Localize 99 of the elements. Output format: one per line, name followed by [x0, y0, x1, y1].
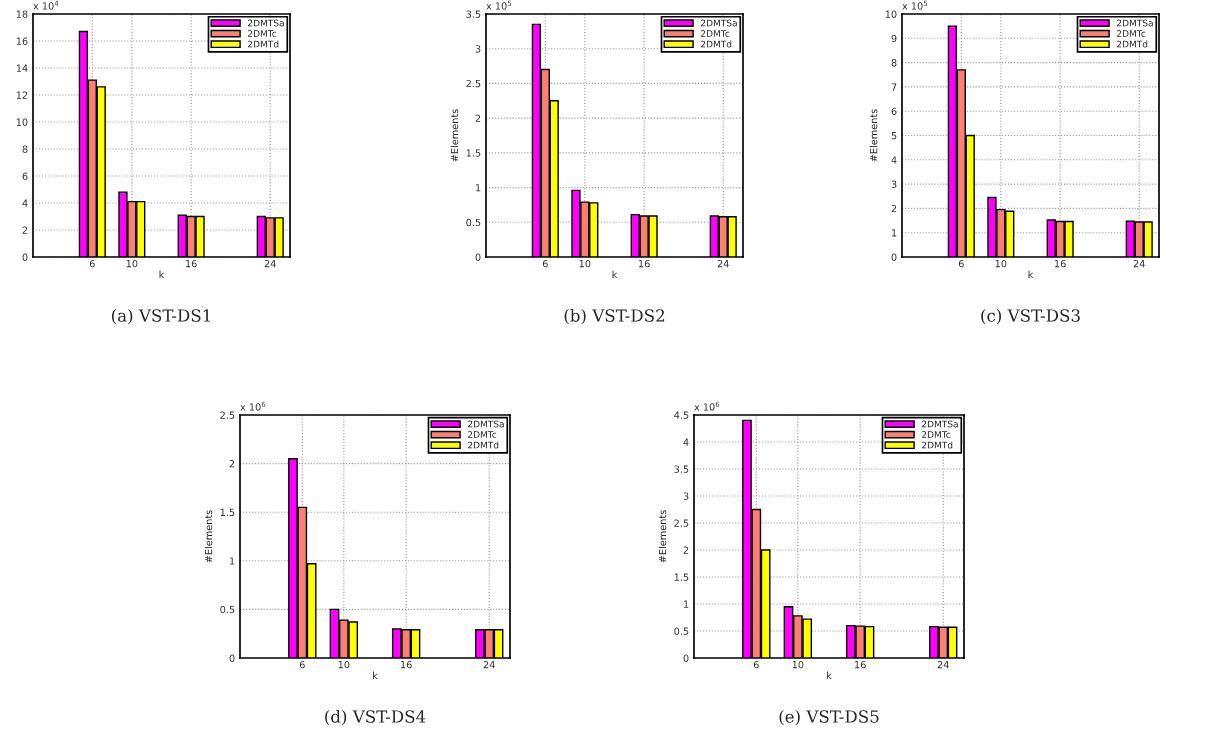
- y-tick-label: 8: [22, 145, 28, 153]
- y-tick-label: 10: [885, 10, 897, 18]
- y-tick-label: 3.5: [466, 10, 481, 18]
- x-tick-label: 16: [1055, 259, 1066, 268]
- x-tick-label: 24: [1133, 259, 1145, 268]
- y-tick-label: 0: [22, 253, 28, 261]
- y-tick-label: 3: [475, 45, 481, 53]
- y-tick-label: 3: [683, 492, 689, 500]
- y-tick-label: 2: [229, 460, 235, 468]
- x-tick-label: 10: [338, 660, 350, 669]
- y-axis-title: #Elements: [450, 109, 459, 162]
- x-tick-label: 10: [792, 660, 804, 669]
- x-tick-label: 24: [937, 660, 949, 669]
- y-tick-label: 3.5: [674, 465, 689, 473]
- y-tick-label: 4: [891, 156, 897, 164]
- legend-label: 2DMTd: [700, 40, 732, 48]
- x-axis-title: k: [1028, 270, 1034, 278]
- y-tick-label: 6: [891, 107, 897, 116]
- y-tick-label: 8: [891, 59, 897, 67]
- y-tick-label: 7: [891, 83, 897, 91]
- y-tick-label: 2: [683, 546, 689, 554]
- y-tick-label: 12: [16, 91, 28, 99]
- y-tick-label: 2: [475, 114, 481, 122]
- y-tick-label: 9: [891, 34, 897, 43]
- y-tick-label: 1: [892, 229, 897, 237]
- y-tick-label: 2.5: [674, 519, 689, 527]
- x-tick-label: 24: [264, 259, 276, 268]
- y-tick-label: 2: [22, 226, 28, 234]
- y-tick-label: 2.5: [220, 411, 235, 419]
- y-tick-label: 18: [16, 10, 28, 18]
- text: (c) VST-DS3: [981, 308, 1080, 325]
- text: x 10$^{5}$: [486, 0, 512, 10]
- y-tick-label: 1: [230, 557, 235, 565]
- x-tick-label: 6: [958, 259, 964, 268]
- y-tick-label: 0: [475, 253, 481, 261]
- y-tick-label: 1.5: [466, 149, 481, 157]
- y-tick-label: 2: [891, 204, 897, 213]
- y-tick-label: 1: [476, 184, 481, 192]
- legend-label: 2DMTSa: [1116, 19, 1153, 27]
- x-axis-title: k: [612, 270, 618, 278]
- x-axis-title: k: [827, 671, 832, 679]
- x-axis-title: k: [373, 671, 378, 679]
- legend-label: 2DMTSa: [247, 19, 284, 27]
- y-tick-label: 6: [22, 172, 28, 180]
- x-axis-title: k: [159, 270, 165, 278]
- x-tick-label: 16: [639, 259, 650, 268]
- text: x 10$^{6}$: [694, 401, 720, 411]
- legend-label: 2DMTc: [1116, 30, 1146, 37]
- y-tick-label: 1: [684, 600, 689, 608]
- legend-label: 2DMTc: [921, 431, 951, 438]
- y-tick-label: 4.5: [674, 411, 689, 419]
- x-tick-label: 6: [542, 259, 548, 268]
- legend-label: 2DMTd: [1116, 40, 1148, 48]
- legend-label: 2DMTc: [700, 30, 730, 37]
- y-axis-title: #Elements: [869, 109, 878, 162]
- x-tick-label: 10: [579, 259, 591, 268]
- legend-label: 2DMTc: [247, 30, 277, 37]
- text: (a) VST-DS1: [111, 308, 210, 325]
- y-axis-title: #Elements: [658, 510, 667, 563]
- x-tick-label: 16: [186, 259, 197, 268]
- y-tick-label: 4: [22, 199, 28, 207]
- legend-label: 2DMTd: [921, 441, 953, 449]
- legend-label: 2DMTSa: [467, 420, 504, 428]
- y-tick-label: 1.5: [674, 573, 689, 581]
- text: x 10$^{6}$: [240, 401, 266, 411]
- text: (e) VST-DS5: [779, 709, 879, 726]
- y-tick-label: 16: [16, 37, 28, 45]
- text: x 10$^{5}$: [902, 0, 928, 10]
- x-tick-label: 16: [855, 660, 866, 669]
- x-tick-label: 6: [299, 660, 305, 669]
- y-tick-label: 14: [16, 64, 28, 72]
- x-tick-label: 16: [401, 660, 412, 669]
- y-tick-label: 0: [891, 253, 897, 261]
- legend-label: 2DMTd: [247, 40, 279, 48]
- y-axis-title: #Elements: [204, 510, 213, 563]
- y-tick-label: 2.5: [466, 79, 481, 88]
- x-tick-label: 6: [753, 660, 759, 669]
- text: (d) VST-DS4: [325, 709, 426, 726]
- text: (b) VST-DS2: [564, 308, 665, 325]
- text: x 10$^{4}$: [33, 0, 59, 10]
- x-tick-label: 10: [126, 259, 138, 268]
- y-tick-label: 0.5: [674, 627, 689, 635]
- legend-label: 2DMTSa: [700, 19, 737, 27]
- legend-label: 2DMTc: [467, 431, 497, 438]
- y-tick-label: 0: [683, 654, 689, 662]
- y-tick-label: 0.5: [220, 605, 235, 614]
- legend-label: 2DMTSa: [921, 420, 958, 428]
- x-tick-label: 10: [995, 259, 1007, 268]
- x-tick-label: 24: [717, 259, 729, 268]
- y-tick-label: 4: [683, 438, 689, 446]
- y-tick-label: 10: [16, 118, 28, 126]
- legend-label: 2DMTd: [467, 441, 499, 449]
- y-tick-label: 1.5: [220, 508, 235, 517]
- y-tick-label: 0: [229, 654, 235, 662]
- y-tick-label: 5: [891, 132, 897, 140]
- x-tick-label: 6: [89, 259, 95, 268]
- y-tick-label: 3: [891, 180, 897, 188]
- y-tick-label: 0.5: [466, 218, 481, 227]
- x-tick-label: 24: [483, 660, 495, 669]
